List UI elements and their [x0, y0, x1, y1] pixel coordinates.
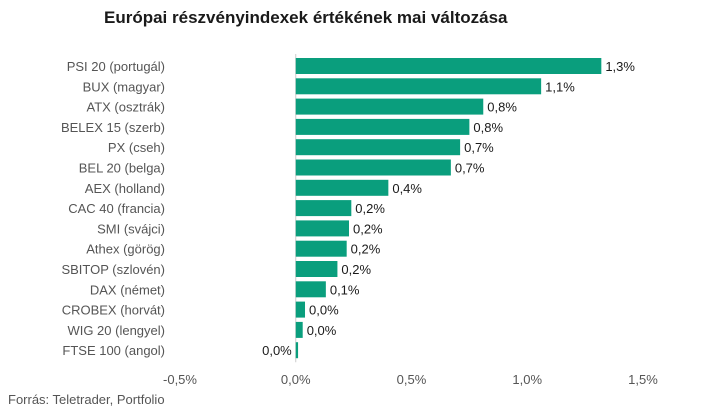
category-label: BELEX 15 (szerb): [61, 120, 165, 135]
x-tick-label: 1,5%: [628, 372, 658, 387]
bar: [295, 78, 542, 95]
bar: [295, 58, 602, 74]
category-label: ATX (osztrák): [87, 100, 166, 115]
value-label: 0,8%: [473, 120, 503, 135]
value-label: 0,0%: [262, 343, 292, 358]
bar: [295, 240, 347, 257]
bar: [295, 139, 461, 156]
value-label: 0,2%: [353, 221, 383, 236]
bar: [295, 179, 389, 196]
bar: [295, 98, 484, 115]
bars-layer: [295, 54, 602, 363]
x-tick-label: -0,5%: [163, 372, 197, 387]
value-labels: 1,3% 1,1% 0,8% 0,8% 0,7% 0,7% 0,4% 0,2% 0,2% 0,2%…: [262, 59, 635, 358]
chart-title: Európai részvényindexek értékének mai vá…: [104, 8, 508, 27]
source-note: Forrás: Teletrader, Portfolio: [8, 392, 165, 407]
value-label: 1,1%: [545, 79, 575, 94]
x-tick-label: 1,0%: [512, 372, 542, 387]
category-label: PSI 20 (portugál): [67, 59, 165, 74]
category-label: BEL 20 (belga): [79, 161, 165, 176]
bar: [295, 321, 303, 338]
value-label: 1,3%: [605, 59, 635, 74]
category-label: WIG 20 (lengyel): [67, 323, 165, 338]
category-label: BUX (magyar): [83, 79, 165, 94]
bar: [295, 118, 470, 135]
category-label: AEX (holland): [85, 181, 165, 196]
category-label: Athex (görög): [86, 242, 165, 257]
bar: [295, 261, 338, 277]
x-axis-ticks: -0,5% 0,0% 0,5% 1,0% 1,5%: [163, 372, 658, 387]
bar: [295, 301, 306, 318]
x-tick-label: 0,0%: [281, 372, 311, 387]
value-label: 0,7%: [455, 161, 485, 176]
category-label: DAX (német): [90, 282, 165, 297]
category-label: PX (cseh): [108, 140, 165, 155]
value-label: 0,1%: [330, 282, 360, 297]
category-label: FTSE 100 (angol): [62, 343, 165, 358]
bar: [295, 281, 326, 298]
category-label: SBITOP (szlovén): [61, 262, 165, 277]
value-label: 0,0%: [307, 323, 337, 338]
category-labels: PSI 20 (portugál) BUX (magyar) ATX (osztrá…: [61, 59, 165, 358]
value-label: 0,0%: [309, 303, 339, 318]
category-label: CAC 40 (francia): [68, 201, 165, 216]
value-label: 0,2%: [351, 242, 381, 257]
bar: [295, 200, 352, 217]
bar: [295, 159, 451, 176]
value-label: 0,2%: [341, 262, 371, 277]
bar: [295, 220, 349, 237]
value-label: 0,2%: [355, 201, 385, 216]
category-label: SMI (svájci): [97, 221, 165, 236]
bar: [295, 342, 299, 359]
value-label: 0,7%: [464, 140, 494, 155]
value-label: 0,8%: [487, 100, 517, 115]
value-label: 0,4%: [392, 181, 422, 196]
x-tick-label: 0,5%: [397, 372, 427, 387]
category-label: CROBEX (horvát): [62, 303, 165, 318]
